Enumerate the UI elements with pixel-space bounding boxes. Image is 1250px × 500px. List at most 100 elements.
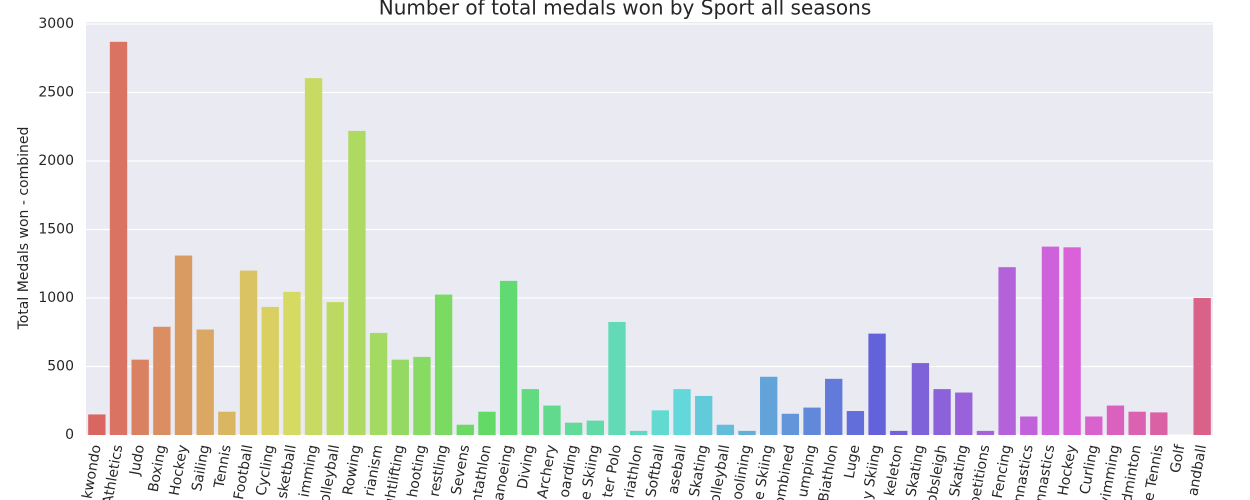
- x-tick-label: ghtlifting: [381, 444, 408, 500]
- x-tick-label: aseball: [665, 444, 689, 496]
- x-tick-label: Sailing: [189, 444, 213, 493]
- bar: [998, 267, 1016, 435]
- bar: [543, 405, 561, 435]
- x-tick-label: y Skiing: [860, 444, 885, 500]
- x-tick-label: nnastics: [1033, 444, 1059, 500]
- bar: [1193, 298, 1211, 435]
- bar: [586, 420, 604, 435]
- x-tick-label: Athletics: [100, 444, 126, 500]
- bar: [304, 78, 323, 436]
- bar: [651, 410, 670, 435]
- x-tick-label: Tennis: [211, 444, 235, 491]
- bar: [868, 333, 886, 435]
- x-tick-label: Skating: [687, 444, 712, 498]
- bar: [738, 430, 756, 435]
- bar: [196, 329, 214, 435]
- x-tick-label: Skating: [903, 444, 928, 498]
- bar: [890, 430, 908, 435]
- x-tick-label: umping: [795, 444, 820, 499]
- bar: [716, 424, 735, 435]
- x-tick-label: ter Polo: [600, 444, 625, 499]
- bar: [1085, 416, 1103, 435]
- x-tick-label: Sevens: [449, 444, 474, 497]
- bar: [1128, 411, 1146, 435]
- x-tick-label: nnastics: [1011, 444, 1037, 500]
- x-tick-label: e Tennis: [1141, 444, 1167, 500]
- x-tick-label: Cycling: [253, 444, 278, 497]
- bar: [413, 356, 431, 435]
- bar: [825, 378, 843, 435]
- bar: [846, 411, 865, 435]
- bar: [933, 389, 951, 435]
- x-tick-label: anoeing: [491, 444, 517, 500]
- bar: [760, 376, 778, 435]
- bar: [1106, 405, 1125, 435]
- bar: [955, 392, 973, 435]
- x-tick-label: Fencing: [990, 444, 1015, 500]
- bar: [283, 291, 301, 435]
- bar: [391, 359, 409, 435]
- y-tick-label: 500: [47, 359, 74, 375]
- x-tick-label: Rowing: [340, 444, 365, 497]
- x-tick-label: kwondo: [80, 444, 105, 500]
- y-axis-label: Total Medals won - combined: [16, 127, 32, 331]
- bar: [369, 332, 388, 435]
- bar: [131, 359, 149, 435]
- x-tick-label: Biathlon: [816, 444, 842, 500]
- x-tick-label: hooting: [405, 444, 430, 499]
- bar: [218, 411, 236, 435]
- bar: [174, 255, 193, 435]
- x-tick-label: rianism: [362, 444, 387, 498]
- x-tick-label: Curling: [1077, 444, 1101, 496]
- bar: [456, 424, 474, 435]
- x-tick-label: sketball: [275, 444, 300, 500]
- y-tick-label: 0: [65, 427, 74, 443]
- x-tick-label: Football: [231, 444, 256, 500]
- x-tick-label: andball: [1185, 444, 1210, 498]
- bar: [1020, 416, 1038, 435]
- x-tick-label: restling: [427, 444, 452, 498]
- bar: [239, 270, 258, 435]
- bar: [348, 130, 366, 436]
- bar: [434, 294, 453, 435]
- x-tick-label: Hockey: [1055, 444, 1080, 497]
- bar: [564, 422, 583, 435]
- x-tick-label: Softball: [643, 444, 668, 499]
- x-tick-label: olleyball: [707, 444, 733, 500]
- y-tick-label: 2500: [38, 85, 74, 101]
- bar: [803, 407, 821, 435]
- x-tick-label: obsleigh: [924, 444, 950, 500]
- x-tick-label: ombined: [772, 444, 798, 500]
- x-tick-label: Golf: [1168, 443, 1189, 475]
- y-tick-label: 2000: [38, 153, 74, 169]
- x-tick-label: riathlon: [621, 444, 646, 500]
- bar: [1150, 412, 1168, 435]
- x-tick-label: vimming: [1097, 444, 1123, 500]
- x-tick-label: e Skiing: [751, 444, 776, 500]
- x-tick-label: ntathlon: [469, 444, 495, 500]
- y-tick-label: 3000: [38, 16, 74, 32]
- x-tick-label: olleyball: [317, 444, 343, 500]
- bar: [153, 326, 171, 435]
- bar: [521, 389, 539, 435]
- bar: [911, 363, 930, 435]
- y-tick-label: 1500: [38, 222, 74, 238]
- bar: [261, 306, 279, 435]
- bar: [695, 395, 713, 435]
- chart-title: Number of total medals won by Sport all …: [379, 0, 872, 20]
- bar: [673, 389, 691, 435]
- x-tick-label: dminton: [1119, 444, 1145, 500]
- x-tick-label: keleton: [882, 444, 907, 498]
- x-tick-label: oolining: [730, 444, 755, 500]
- x-tick-label: e Skiing: [578, 444, 603, 500]
- bar: [629, 430, 648, 435]
- x-tick-label: Skating: [947, 444, 972, 498]
- bar: [88, 414, 106, 435]
- x-tick-label: Luge: [842, 444, 864, 480]
- bar: [109, 41, 128, 436]
- x-tick-label: Archery: [535, 444, 560, 500]
- x-tick-label: Boxing: [146, 444, 170, 494]
- x-tick-label: petitions: [967, 444, 993, 500]
- x-tick-label: Hockey: [167, 444, 192, 497]
- x-tick-label: imming: [297, 444, 322, 499]
